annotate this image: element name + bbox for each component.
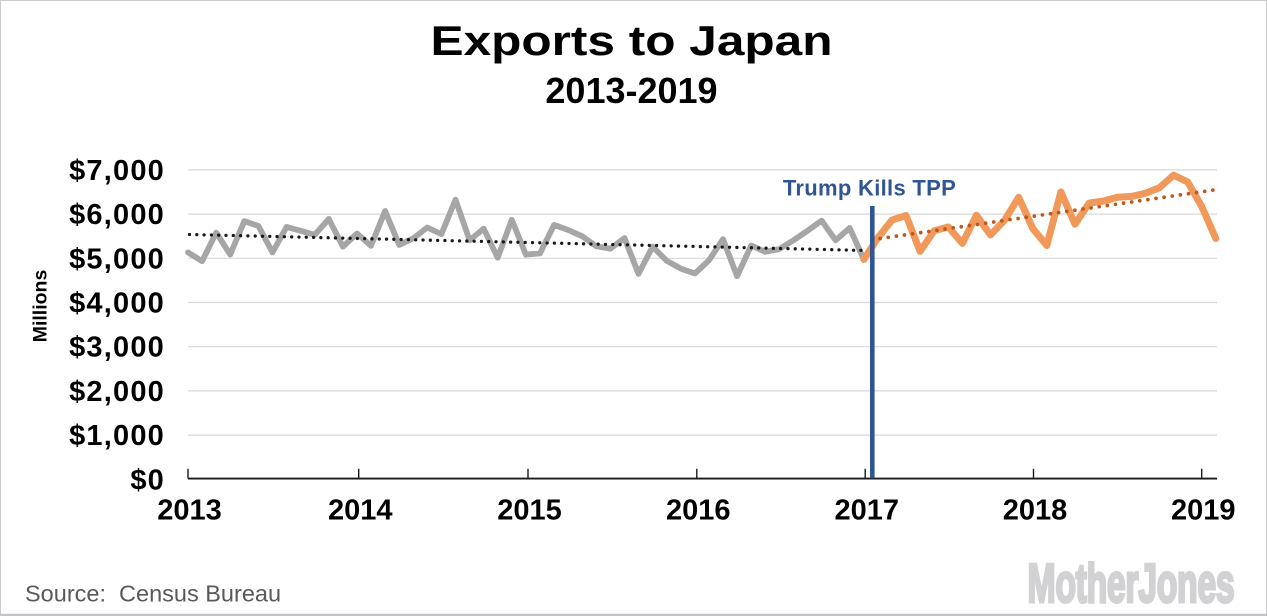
svg-text:2016: 2016 <box>666 495 731 527</box>
svg-text:2018: 2018 <box>1003 495 1068 527</box>
svg-text:$0: $0 <box>130 464 165 496</box>
svg-text:$5,000: $5,000 <box>69 243 165 275</box>
svg-text:Millions: Millions <box>30 270 52 343</box>
svg-text:Source: Census Bureau: Source: Census Bureau <box>25 581 281 607</box>
svg-text:2014: 2014 <box>328 495 393 527</box>
svg-text:$7,000: $7,000 <box>69 155 165 187</box>
svg-text:MotherJones: MotherJones <box>1028 553 1235 614</box>
svg-text:2017: 2017 <box>834 495 899 527</box>
svg-text:2019: 2019 <box>1171 495 1236 527</box>
svg-text:$3,000: $3,000 <box>69 332 165 364</box>
svg-text:2013: 2013 <box>157 495 222 527</box>
svg-text:Trump Kills TPP: Trump Kills TPP <box>783 176 956 201</box>
svg-text:2013-2019: 2013-2019 <box>545 70 717 111</box>
svg-text:$4,000: $4,000 <box>69 288 165 320</box>
svg-text:$6,000: $6,000 <box>69 199 165 231</box>
svg-text:2015: 2015 <box>497 495 562 527</box>
svg-text:$2,000: $2,000 <box>69 376 165 408</box>
svg-text:$1,000: $1,000 <box>69 420 165 452</box>
svg-text:Exports to Japan: Exports to Japan <box>431 17 833 65</box>
